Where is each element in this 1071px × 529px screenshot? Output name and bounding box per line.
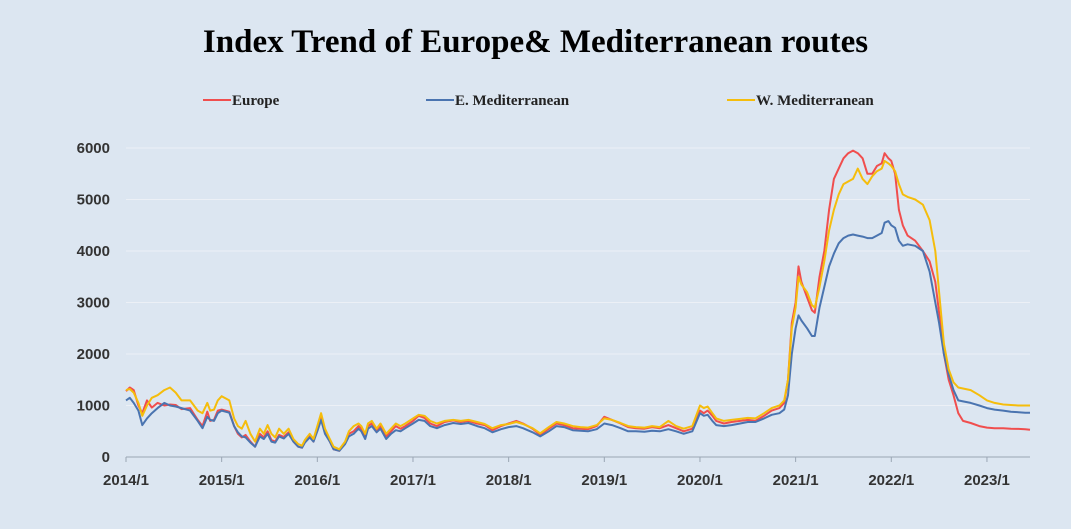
legend-label: Europe — [232, 93, 280, 109]
y-tick-label: 0 — [102, 449, 110, 466]
x-tick-label: 2015/1 — [199, 472, 245, 489]
x-tick-label: 2014/1 — [103, 472, 149, 489]
x-tick-label: 2018/1 — [486, 472, 532, 489]
x-tick-label: 2023/1 — [964, 472, 1010, 489]
x-tick-label: 2016/1 — [294, 472, 340, 489]
y-tick-label: 4000 — [77, 243, 110, 260]
y-tick-label: 5000 — [77, 192, 110, 209]
legend-label: E. Mediterranean — [455, 93, 570, 109]
y-tick-label: 1000 — [77, 398, 110, 415]
x-tick-label: 2019/1 — [581, 472, 627, 489]
y-tick-label: 3000 — [77, 295, 110, 312]
series-line-1 — [125, 220, 1030, 452]
x-tick-label: 2020/1 — [677, 472, 723, 489]
y-tick-label: 6000 — [77, 140, 110, 157]
chart-title: Index Trend of Europe& Mediterranean rou… — [202, 24, 869, 60]
x-tick-label: 2017/1 — [390, 472, 436, 489]
legend-label: W. Mediterranean — [756, 93, 874, 109]
series-line-2 — [125, 159, 1030, 451]
y-tick-label: 2000 — [77, 346, 110, 363]
x-tick-label: 2022/1 — [868, 472, 914, 489]
x-tick-label: 2021/1 — [773, 472, 819, 489]
